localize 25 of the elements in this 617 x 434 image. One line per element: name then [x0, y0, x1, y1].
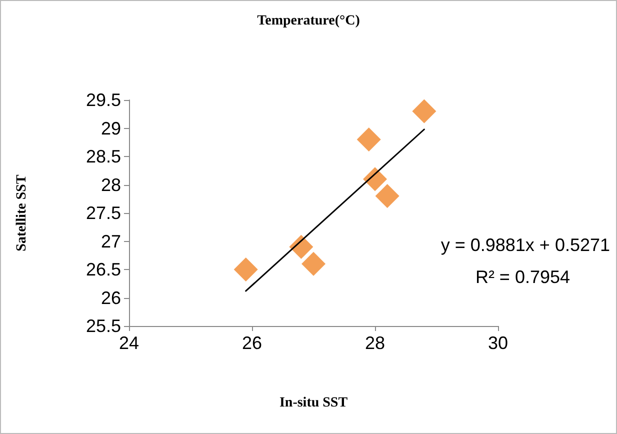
point [302, 252, 326, 276]
x-tick-label: 26 [242, 333, 262, 353]
point [356, 128, 381, 152]
y-tick-label: 26 [100, 288, 121, 308]
y-tick-label: 29 [100, 118, 121, 138]
y-axis-title: Satellite SST [14, 174, 30, 252]
y-tick-label: 28 [100, 174, 121, 195]
point [375, 184, 400, 208]
point [234, 258, 258, 282]
x-tick-label: 28 [364, 333, 386, 353]
chart-title: Temperature(°C) [257, 14, 360, 28]
x-tick-label: 24 [118, 333, 140, 353]
annotation: y = 0.9881x + 0.5271 [440, 235, 610, 255]
y-tick-label: 26.5 [86, 260, 121, 280]
y-tick-label: 29.5 [86, 90, 121, 110]
x-axis-title: In-situ SST [279, 396, 348, 410]
y-tick-label: 27.5 [86, 203, 121, 223]
annotation: R² = 0.7954 [475, 267, 570, 287]
x-tick-label: 30 [488, 333, 508, 353]
y-tick-label: 25.5 [86, 316, 121, 336]
point [289, 234, 314, 259]
point [412, 99, 436, 124]
y-tick-label: 27 [100, 231, 121, 252]
y-tick-label: 28.5 [86, 146, 121, 166]
point [363, 167, 387, 192]
